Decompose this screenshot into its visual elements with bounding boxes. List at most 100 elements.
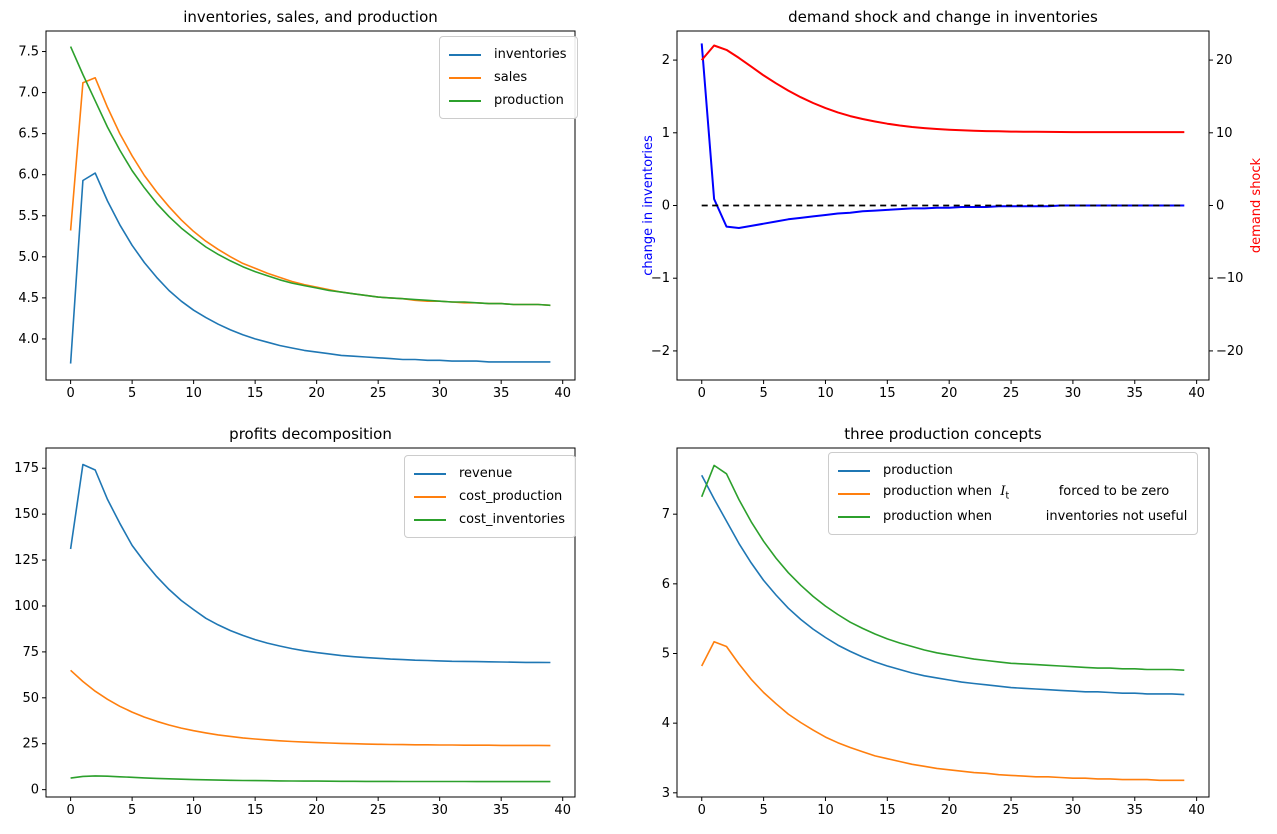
x-tick-label: 0 [698, 803, 706, 818]
y-tick-label: 25 [22, 737, 39, 752]
y-right-tick-label: 10 [1216, 126, 1233, 141]
legend-item-production: production [838, 459, 1187, 482]
legend-item-label: production [494, 93, 564, 108]
legend-item-revenue: revenue [414, 462, 565, 485]
x-tick-label: 20 [941, 803, 958, 818]
x-tick-label: 0 [66, 386, 74, 401]
x-tick-label: 40 [554, 803, 571, 818]
y-tick-label: 2 [662, 53, 670, 68]
series-line-production [700, 474, 1185, 696]
y-tick-label: −2 [651, 344, 670, 359]
y-axis-label-left: change in inventories [641, 135, 656, 276]
chart-title: demand shock and change in inventories [788, 8, 1098, 26]
legend-item-inventories: inventories [449, 43, 567, 66]
x-tick-label: 35 [493, 386, 510, 401]
x-tick-label: 35 [1126, 386, 1143, 401]
y-tick-label: 0 [662, 199, 670, 214]
y-tick-label: 75 [22, 645, 39, 660]
legend-line-sample [838, 469, 870, 472]
legend-item-sales: sales [449, 66, 567, 89]
series-line-demand-shock [700, 44, 1185, 134]
subplot-demand-shock: 0 5 10 15 20 25 30 35 40 −2 −1 0 1 2 −20 −10 0 10 20 demand… [639, 0, 1277, 417]
x-tick-label: 30 [1065, 803, 1082, 818]
y-tick-label: 0 [31, 783, 39, 798]
legend-line-sample [838, 515, 870, 518]
y-tick-label: 100 [14, 599, 39, 614]
x-tick-label: 0 [66, 803, 74, 818]
series-line-cost_production [70, 669, 551, 747]
y-tick-label: 1 [662, 126, 670, 141]
legend-item-label: revenue [459, 466, 513, 481]
y-axis-label-right: demand shock [1249, 157, 1264, 253]
y-tick-label: 4 [662, 716, 670, 731]
y-tick-label: 7 [662, 507, 670, 522]
y-tick-label: 4.0 [18, 332, 39, 347]
x-tick-label: 5 [128, 386, 136, 401]
y-tick-label: 6.0 [18, 168, 39, 183]
plot-border [45, 30, 576, 381]
x-tick-label: 10 [817, 803, 834, 818]
legend-line-sample [449, 53, 481, 56]
y-tick-label: 7.0 [18, 86, 39, 101]
legend-inventories-sales-production: inventories sales production [439, 36, 578, 119]
legend-item-production: production [449, 89, 567, 112]
legend-item-label: cost_production [459, 489, 563, 504]
x-tick-label: 40 [1188, 386, 1205, 401]
x-tick-label: 35 [493, 803, 510, 818]
chart-three-production-concepts: 0 5 10 15 20 25 30 35 40 3 4 5 6 7 three production co… [662, 425, 1210, 818]
legend-item-production-when-inventories-not-useful: production when inventories not useful [838, 505, 1187, 528]
x-tick-label: 35 [1126, 803, 1143, 818]
x-tick-label: 25 [370, 803, 387, 818]
x-tick-label: 5 [759, 386, 767, 401]
x-tick-label: 40 [1188, 803, 1205, 818]
chart-title: three production concepts [844, 425, 1042, 443]
subplot-profits-decomposition: 0 5 10 15 20 25 30 35 40 0 25 50 75 100 125 150 175 profi… [0, 417, 638, 834]
x-tick-label: 15 [247, 386, 264, 401]
chart-title: profits decomposition [229, 425, 392, 443]
series-line-production [69, 46, 551, 307]
legend-line-sample [449, 76, 481, 79]
x-tick-label: 10 [185, 386, 202, 401]
x-tick-label: 25 [1003, 803, 1020, 818]
x-tick-label: 20 [941, 386, 958, 401]
y-right-tick-label: 20 [1216, 53, 1233, 68]
y-tick-label: 6.5 [18, 127, 39, 142]
y-tick-label: 3 [662, 786, 670, 801]
y-tick-label: 5.5 [18, 209, 39, 224]
y-tick-label: 7.5 [18, 45, 39, 60]
x-tick-label: 15 [879, 803, 896, 818]
x-tick-label: 15 [879, 386, 896, 401]
legend-item-cost_production: cost_production [414, 485, 565, 508]
x-tick-label: 30 [431, 803, 448, 818]
legend-line-sample [414, 518, 446, 521]
subplot-three-production-concepts: 0 5 10 15 20 25 30 35 40 3 4 5 6 7 three production co… [639, 417, 1277, 834]
legend-line-sample [449, 99, 481, 102]
x-tick-label: 40 [554, 386, 571, 401]
y-tick-label: 4.5 [18, 291, 39, 306]
legend-item-label: cost_inventories [459, 512, 566, 527]
legend-line-sample [414, 472, 446, 475]
legend-item-label: production when inventories not useful [883, 509, 1188, 524]
plot-border [45, 447, 576, 798]
chart-inventories-sales-production: 0 5 10 15 20 25 30 35 40 4.0 4.5 5.0 5.5 6.0 6.5 7.0 7.5… [18, 8, 576, 401]
series-line-cost_inventories [70, 775, 551, 783]
x-tick-label: 20 [308, 386, 325, 401]
legend-profits-decomposition: revenue cost_production cost_inventories [404, 455, 577, 538]
y-tick-label: 5 [662, 646, 670, 661]
x-tick-label: 20 [308, 803, 325, 818]
subplot-inventories-sales-production: 0 5 10 15 20 25 30 35 40 4.0 4.5 5.0 5.5 6.0 6.5 7.0 7.5… [0, 0, 638, 417]
series-line-production-when-It-forced-to-be-zero [700, 640, 1185, 782]
chart-profits-decomposition: 0 5 10 15 20 25 30 35 40 0 25 50 75 100 125 150 175 profi… [14, 425, 576, 818]
series-line-revenue [69, 463, 551, 664]
y-tick-label: 175 [14, 461, 39, 476]
legend-item-cost_inventories: cost_inventories [414, 508, 565, 531]
legend-item-label: production [883, 463, 953, 478]
y-right-tick-label: −20 [1216, 344, 1243, 359]
series-line-inventories [69, 172, 551, 364]
legend-line-sample [414, 495, 446, 498]
legend-three-production-concepts: production production when It forced to b… [828, 452, 1199, 535]
legend-line-sample [838, 492, 870, 495]
y-tick-label: 6 [662, 577, 670, 592]
x-tick-label: 10 [817, 386, 834, 401]
